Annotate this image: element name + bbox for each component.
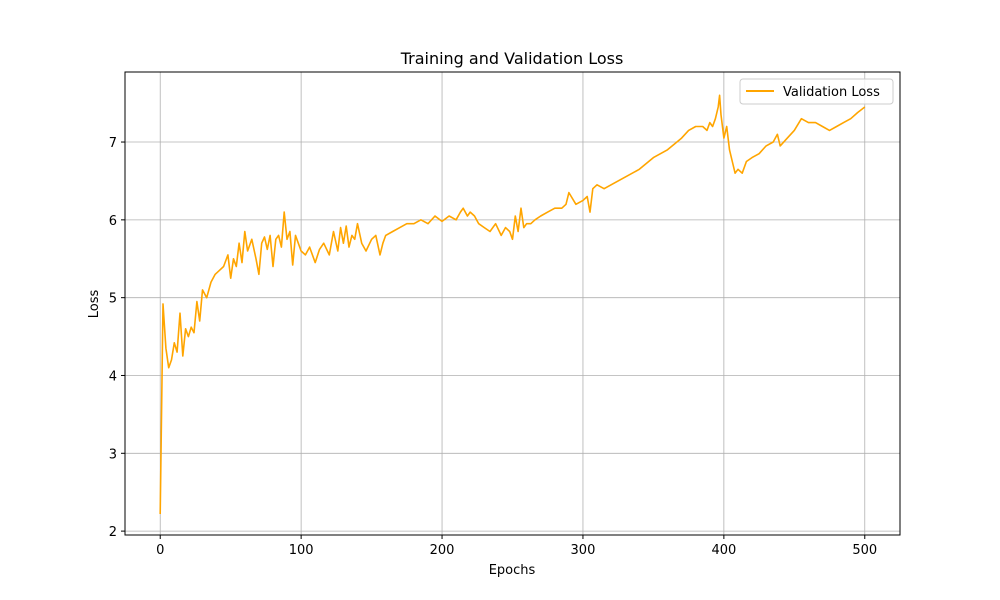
y-axis-ticks: 2 3 4 5 6 7 xyxy=(109,136,125,540)
x-tick-label: 300 xyxy=(571,543,596,558)
y-tick-label: 4 xyxy=(109,369,117,384)
y-tick-label: 2 xyxy=(109,525,117,540)
legend: Validation Loss xyxy=(739,78,894,105)
x-tick-label: 500 xyxy=(852,543,877,558)
y-tick-label: 6 xyxy=(109,214,117,229)
chart-title: Training and Validation Loss xyxy=(400,49,624,68)
plot-frame xyxy=(124,71,901,536)
y-tick-label: 3 xyxy=(109,447,117,462)
legend-box xyxy=(739,78,894,105)
grid-lines xyxy=(125,72,900,535)
x-tick-label: 400 xyxy=(711,543,736,558)
y-tick-label: 5 xyxy=(109,292,117,307)
y-tick-label: 7 xyxy=(109,136,117,151)
legend-label: Validation Loss xyxy=(783,85,880,100)
series-layer xyxy=(159,94,866,515)
x-tick-label: 100 xyxy=(289,543,314,558)
x-tick-label: 200 xyxy=(430,543,455,558)
x-axis-title: Epochs xyxy=(489,563,536,578)
x-axis-ticks: 0 100 200 300 400 500 xyxy=(156,535,877,558)
series-line-validation-loss xyxy=(159,94,866,515)
y-axis-title: Loss xyxy=(87,290,102,319)
x-tick-label: 0 xyxy=(156,543,164,558)
